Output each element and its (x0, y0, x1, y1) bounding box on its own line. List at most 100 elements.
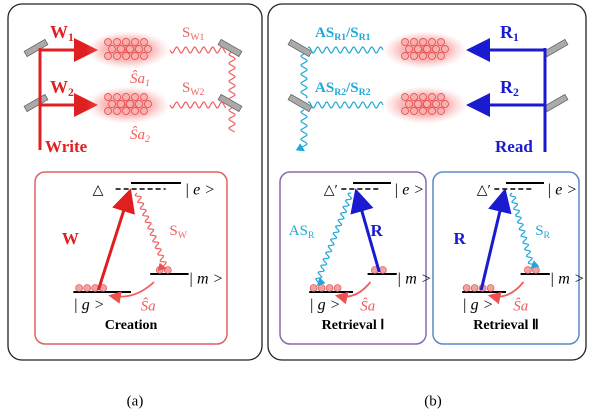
atom (108, 45, 116, 53)
panel-b-frame (267, 3, 587, 361)
text: AS (315, 25, 334, 41)
atom (126, 45, 134, 53)
atom (113, 93, 121, 101)
atom (405, 100, 413, 108)
signal-wave (228, 107, 236, 133)
emitted-label: SR (535, 223, 550, 241)
level-atom (83, 284, 91, 292)
subscript: 2 (68, 86, 74, 99)
atom (126, 100, 134, 108)
spin-wave-arrow (334, 281, 372, 305)
detuning-label: △ (93, 183, 104, 198)
signal-wave (169, 46, 227, 54)
level-atom (524, 266, 532, 274)
atom (405, 45, 413, 53)
atom (428, 107, 436, 115)
atom (419, 38, 427, 46)
atom (113, 107, 121, 115)
atom (122, 93, 130, 101)
pump-arrow (350, 188, 381, 273)
signal-wave (228, 51, 236, 101)
level-label: | g > (309, 297, 340, 314)
level-atom (317, 284, 326, 292)
text: /S (345, 25, 359, 41)
atom (140, 38, 148, 46)
signal-wave (295, 109, 308, 152)
level-atom (470, 284, 479, 292)
atom (419, 93, 427, 101)
pump-label: R (453, 229, 466, 248)
level-label: | e > (185, 182, 215, 199)
read-label: Read (495, 137, 533, 156)
level-label: | e > (547, 182, 577, 199)
atom (113, 52, 121, 60)
text: Ŝa (130, 70, 145, 87)
atom (437, 52, 445, 60)
level-atom (532, 266, 540, 274)
signal-label: SW2 (182, 80, 205, 98)
mirror (287, 93, 313, 113)
text: R (453, 229, 466, 248)
atom (432, 45, 440, 53)
atom (401, 93, 409, 101)
atom (432, 100, 440, 108)
subscript: R1 (334, 32, 346, 43)
atom (419, 52, 427, 60)
panel-a-frame (7, 3, 263, 361)
atom (104, 93, 112, 101)
text: W (50, 77, 68, 97)
spin-wave-arrow (108, 281, 155, 304)
atom (108, 100, 116, 108)
atom (410, 52, 418, 60)
atom (122, 107, 130, 115)
pump-arrow (96, 188, 135, 291)
level-label: | e > (394, 182, 424, 199)
signal-wave (134, 192, 167, 271)
atom (401, 52, 409, 60)
text: R (371, 221, 384, 240)
write-label: Write (45, 137, 88, 156)
beam-label: R1 (500, 22, 519, 44)
atom (135, 45, 143, 53)
atom (131, 93, 139, 101)
mirror (23, 93, 49, 113)
atom (104, 107, 112, 115)
text: Ŝa (130, 126, 145, 143)
atom (113, 38, 121, 46)
mirror (543, 93, 569, 113)
mirror (543, 38, 569, 58)
text: S (182, 25, 190, 41)
level-atom (379, 266, 387, 274)
text: S (535, 223, 543, 239)
level-atom (462, 284, 471, 292)
level-atom (486, 284, 495, 292)
atom (122, 38, 130, 46)
subscript: 2 (513, 86, 519, 99)
spin-wave-label: Ŝa (141, 297, 156, 314)
emitted-label: SW (169, 223, 187, 241)
detuning-label: △′ (477, 183, 491, 198)
atom (410, 107, 418, 115)
spin-wave-label: Ŝa (513, 297, 528, 314)
text: AS (315, 80, 334, 96)
atom (140, 93, 148, 101)
atom (423, 100, 431, 108)
beam-label: W2 (50, 77, 74, 99)
atom (140, 52, 148, 60)
mirror (217, 38, 243, 58)
level-atom (164, 266, 172, 274)
atom (414, 100, 422, 108)
subscript: W (178, 230, 188, 241)
atom (104, 38, 112, 46)
atom (419, 107, 427, 115)
atom (414, 45, 422, 53)
atom (131, 52, 139, 60)
pump-label: R (371, 221, 384, 240)
atom (144, 100, 152, 108)
subscript: 2 (145, 134, 150, 145)
signal-wave (315, 192, 353, 287)
atom (437, 38, 445, 46)
text: R (500, 22, 514, 42)
inset-title: Retrieval Ⅰ (322, 318, 385, 333)
level-label: | m > (397, 271, 432, 288)
